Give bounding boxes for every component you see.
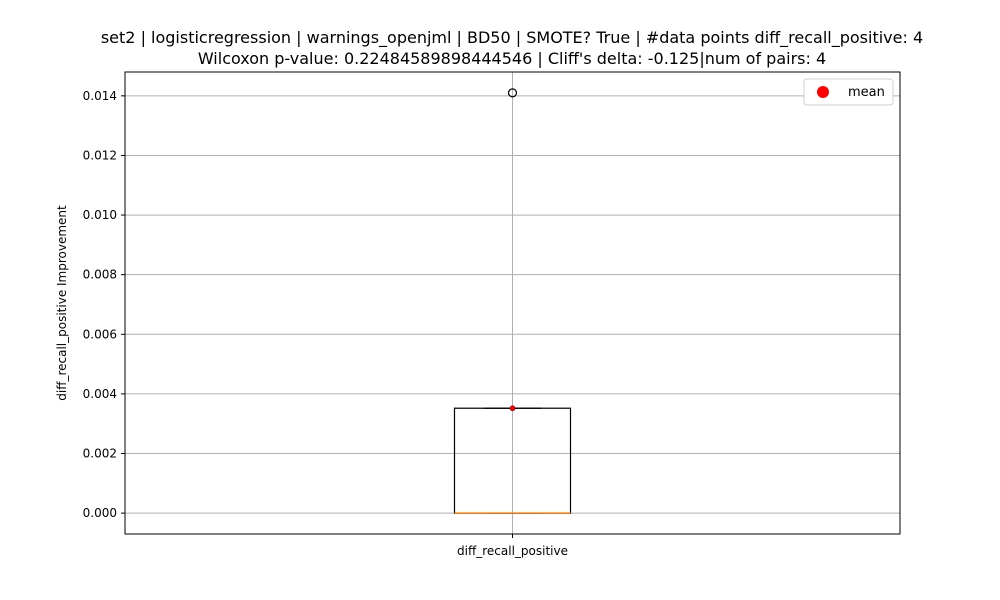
plot-area-frame xyxy=(124,71,901,535)
y-tick-label: 0.014 xyxy=(83,89,117,103)
x-tick-label: diff_recall_positive xyxy=(457,544,568,558)
y-tick-label: 0.008 xyxy=(83,268,117,282)
legend-mean-label: mean xyxy=(848,85,885,100)
y-axis-ticks: 0.000 0.002 0.004 0.006 0.008 0.010 0.012 0.014 xyxy=(83,89,125,520)
x-axis-ticks: diff_recall_positive xyxy=(457,534,568,558)
box-group xyxy=(453,88,572,514)
y-tick-label: 0.004 xyxy=(83,387,117,401)
y-tick-label: 0.012 xyxy=(83,148,117,162)
legend-mean-marker xyxy=(817,86,829,98)
chart-title-line2: Wilcoxon p-value: 0.22484589898444546 | … xyxy=(198,49,826,68)
y-axis-label: diff_recall_positive Improvement xyxy=(55,205,69,401)
y-tick-label: 0.000 xyxy=(83,506,117,520)
legend-frame xyxy=(803,78,894,106)
y-tick-label: 0.010 xyxy=(83,208,117,222)
grid-lines xyxy=(125,72,900,534)
outlier-point xyxy=(507,88,518,98)
y-tick-label: 0.006 xyxy=(83,327,117,341)
mean-marker xyxy=(509,405,516,412)
chart-title-line1: set2 | logisticregression | warnings_ope… xyxy=(101,28,923,48)
legend: mean xyxy=(803,78,894,106)
y-tick-label: 0.002 xyxy=(83,447,117,461)
